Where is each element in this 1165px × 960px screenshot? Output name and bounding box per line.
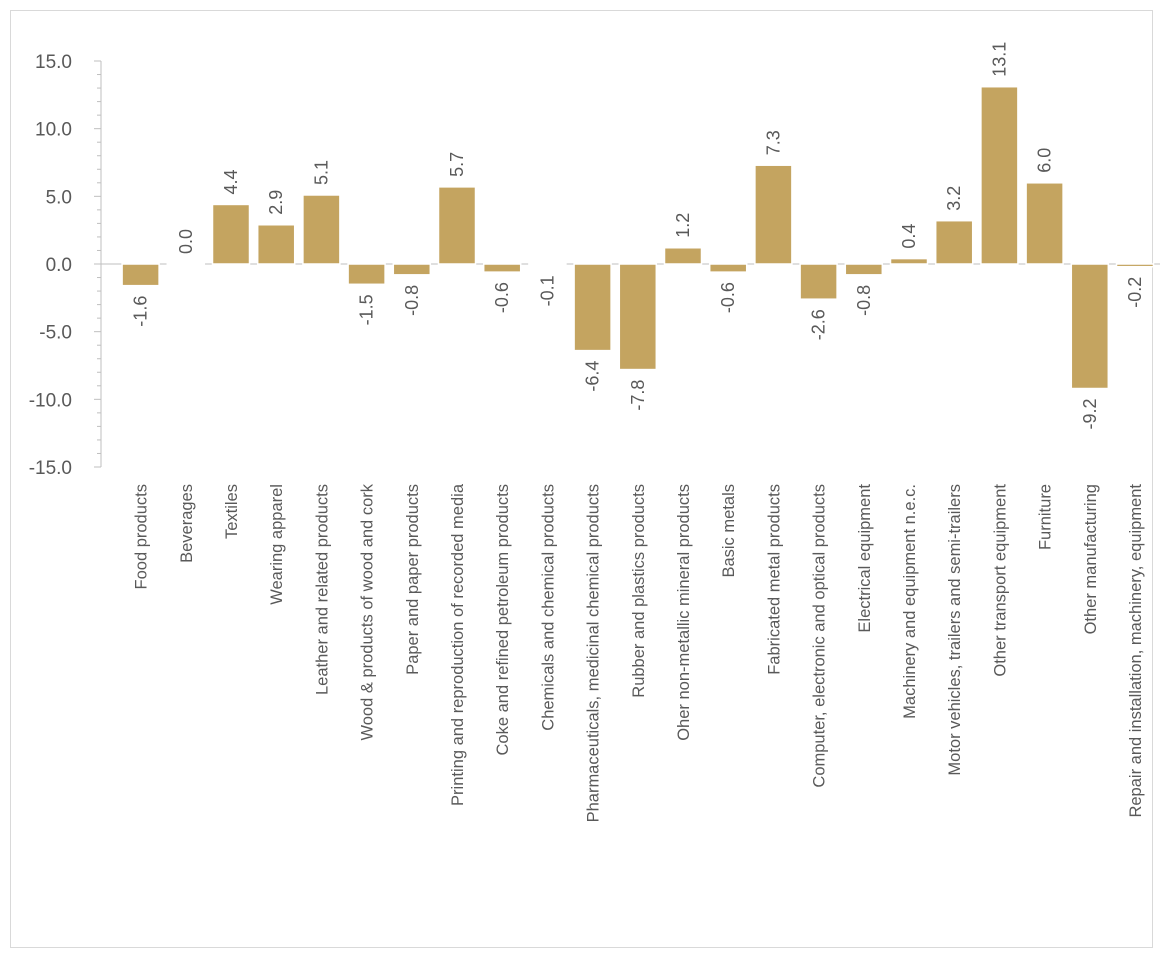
bar: [708, 263, 748, 273]
category-label: Motor vehicles, trailers and semi-traile…: [946, 484, 964, 776]
y-tick-label: 5.0: [46, 187, 72, 208]
data-label: 5.1: [311, 160, 331, 185]
bar: [934, 219, 974, 265]
category-label: Wearing apparel: [268, 484, 286, 605]
data-label: -7.8: [628, 380, 648, 411]
bar: [980, 85, 1019, 265]
bar: [754, 164, 793, 265]
bar: [166, 263, 206, 266]
category-label: Textiles: [223, 484, 241, 539]
data-label: 1.2: [673, 213, 693, 238]
data-label: 2.9: [266, 190, 286, 215]
data-label: 13.1: [989, 42, 1009, 77]
category-label: Basic metals: [720, 484, 738, 578]
data-label: -9.2: [1080, 399, 1100, 430]
data-label: 0.0: [176, 229, 196, 254]
category-label: Furniture: [1037, 484, 1055, 550]
data-label: -2.6: [809, 309, 829, 340]
data-label: -0.1: [537, 275, 557, 306]
category-label: Printing and reproduction of recorded me…: [449, 483, 467, 806]
bar: [437, 186, 477, 265]
category-label: Rubber and plastics products: [630, 484, 648, 698]
data-label: 7.3: [763, 130, 783, 155]
data-label: 6.0: [1035, 148, 1055, 173]
bar: [528, 263, 567, 267]
bar: [482, 263, 522, 273]
category-label: Other transport equipment: [991, 484, 1009, 677]
category-label: Electrical equipment: [856, 484, 874, 633]
category-label: Computer, electronic and optical product…: [811, 484, 829, 788]
category-label: Other manufacturing: [1082, 484, 1100, 634]
category-label: Pharmaceuticals, medicinal chemical prod…: [585, 484, 603, 822]
data-label: -1.5: [357, 294, 377, 325]
data-label: -0.6: [718, 282, 738, 313]
bars: [121, 85, 1155, 390]
data-label: -1.6: [131, 296, 151, 327]
category-labels: Food products Beverages Textiles Wearing ap…: [133, 483, 1145, 822]
y-tick-label: 15.0: [35, 52, 72, 73]
data-label: -0.8: [854, 285, 874, 316]
bar: [889, 257, 929, 265]
category-label: Machinery and equipment n.e.c.: [901, 484, 919, 719]
bar: [347, 263, 386, 286]
category-label: Coke and refined petroleum products: [494, 484, 512, 756]
data-label: -0.2: [1125, 277, 1145, 308]
category-label: Wood & products of wood and cork: [359, 483, 377, 740]
bar: [1070, 263, 1110, 390]
data-label: -0.8: [402, 285, 422, 316]
bar: [663, 247, 703, 265]
bar: [799, 263, 838, 300]
data-label: 4.4: [221, 169, 241, 194]
bar: [844, 263, 884, 276]
data-label: -6.4: [583, 361, 603, 392]
y-tick-label: -5.0: [39, 323, 72, 344]
category-label: Food products: [133, 484, 151, 589]
category-label: Paper and paper products: [404, 484, 422, 675]
data-labels: -1.6 0.0 4.4 2.9 5.1 -1.5 -0.8 5.7 -0.6 -0.1 -6.4 -…: [131, 42, 1145, 430]
category-label: Repair and installation, machinery, equi…: [1127, 484, 1145, 818]
category-label: Oher non-metallic mineral products: [675, 484, 693, 741]
category-label: Leather and related products: [313, 484, 331, 695]
y-tick-label: -10.0: [29, 390, 72, 411]
bar: [211, 203, 251, 265]
y-tick-label: 0.0: [46, 255, 72, 276]
category-label: Fabricated metal products: [765, 484, 783, 675]
data-label: -0.6: [492, 282, 512, 313]
bar: [1025, 182, 1064, 265]
bar: [392, 263, 432, 276]
data-label: 0.4: [899, 224, 919, 249]
bar: [1115, 263, 1155, 268]
y-axis: 15.0 10.0 5.0 0.0 -5.0 -10.0 -15.0: [29, 52, 1160, 479]
category-label: Beverages: [178, 484, 196, 563]
chart-area: [10, 10, 1153, 948]
category-label: Chemicals and chemical products: [539, 484, 557, 731]
bar: [302, 194, 341, 265]
y-tick-label: -15.0: [29, 458, 72, 479]
bar: [573, 263, 612, 352]
bar: [121, 263, 160, 287]
y-tick-label: 10.0: [35, 120, 72, 141]
data-label: 3.2: [944, 186, 964, 211]
data-label: 5.7: [447, 152, 467, 177]
bar: [618, 263, 658, 371]
bar: [256, 224, 296, 265]
